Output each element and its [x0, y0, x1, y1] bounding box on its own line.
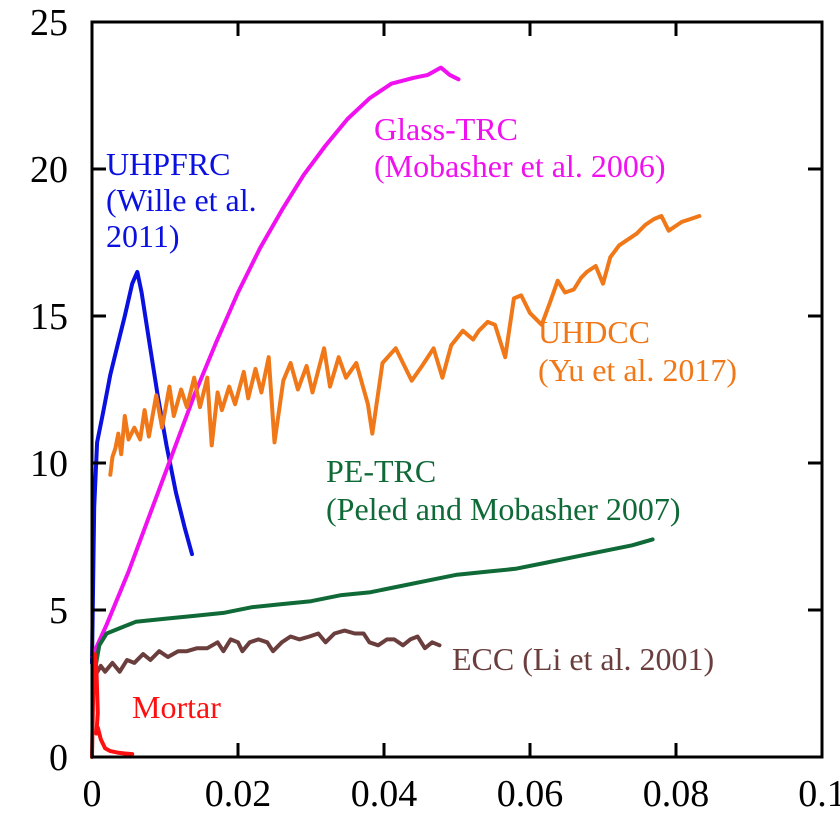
series-label-uhpfrc: (Wille et al.: [106, 182, 257, 218]
series-label-uhpfrc: 2011): [106, 218, 179, 254]
series-line-glass_trc: [90, 65, 461, 659]
series-layer: [90, 65, 702, 759]
y-tick-label: 15: [30, 296, 68, 338]
x-tick-label: 0.08: [643, 773, 710, 813]
series-label-ecc: ECC (Li et al. 2001): [452, 641, 714, 677]
series-line-uhdcc: [108, 214, 702, 477]
x-tick-label: 0.02: [205, 773, 272, 813]
y-tick-label: 20: [30, 149, 68, 191]
series-label-glass_trc: Glass-TRC: [374, 111, 518, 147]
label-layer: UHPFRC(Wille et al.2011) Glass-TRC(Mobash…: [106, 111, 737, 725]
y-tick-label: 10: [30, 443, 68, 485]
series-label-pe_trc: PE-TRC: [326, 453, 436, 489]
plot-frame: [90, 20, 824, 759]
series-label-uhdcc: UHDCC: [538, 314, 650, 350]
series-label-uhdcc: (Yu et al. 2017): [538, 352, 737, 388]
series-label-glass_trc: (Mobasher et al. 2006): [374, 148, 665, 184]
series-line-pe_trc: [93, 537, 655, 668]
x-tick-label: 0.06: [497, 773, 564, 813]
x-tick-label: 0.1: [798, 773, 840, 813]
x-tick-label: 0.04: [351, 773, 418, 813]
series-line-mortar: [90, 652, 135, 759]
tick-layer: 0 0.02 0.04 0.06 0.08 0.1 0 5 10 15 20 25: [30, 2, 840, 813]
series-label-uhpfrc: UHPFRC: [106, 146, 231, 182]
series-line-ecc: [93, 628, 442, 677]
series-label-mortar: Mortar: [132, 689, 221, 725]
y-tick-label: 5: [49, 590, 68, 632]
series-line-uhpfrc: [90, 269, 194, 665]
y-tick-label: 0: [49, 737, 68, 779]
x-tick-label: 0: [83, 773, 102, 813]
y-tick-label: 25: [30, 2, 68, 44]
series-label-pe_trc: (Peled and Mobasher 2007): [326, 491, 681, 527]
